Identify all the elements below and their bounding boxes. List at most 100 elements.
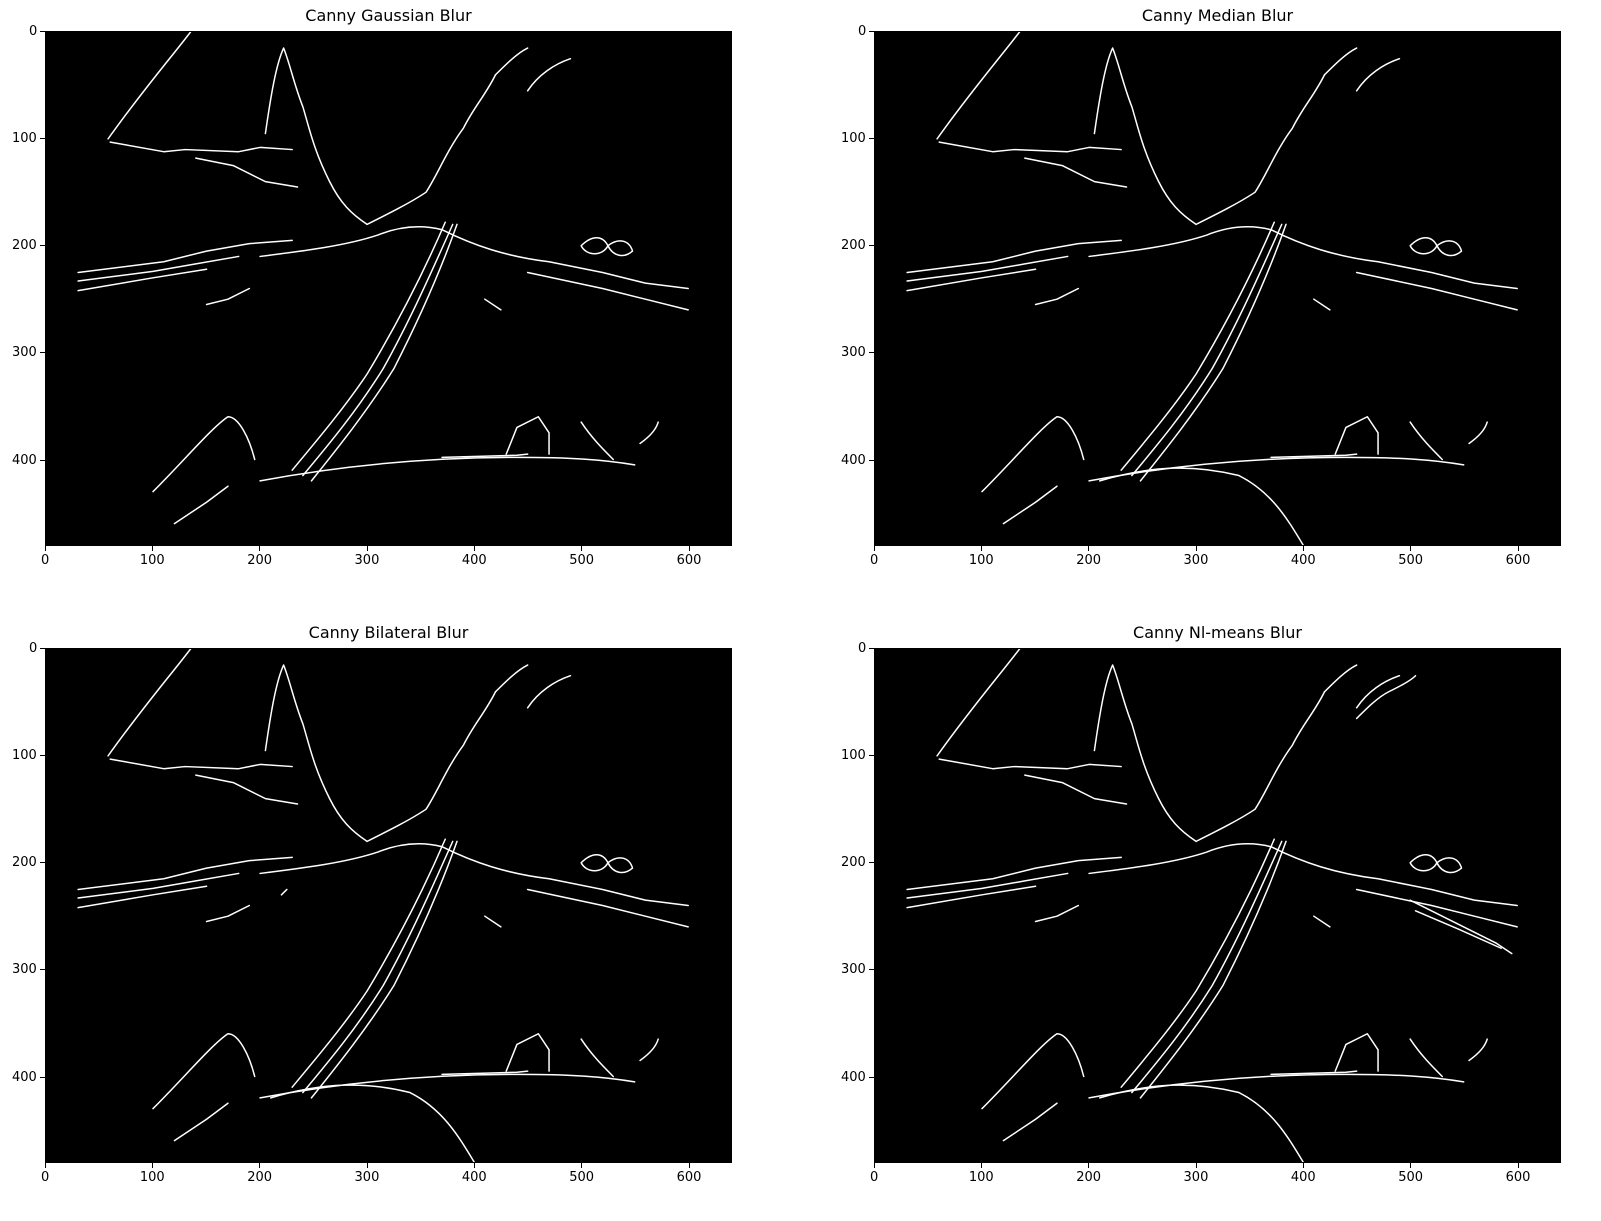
edge-stroke [1377,878,1518,907]
x-tick-label: 200 [1076,553,1102,568]
y-tick-label: 0 [29,640,38,656]
edge-image [45,31,732,546]
edge-stroke [1468,1038,1488,1062]
x-tick-label: 400 [1290,553,1316,568]
edge-stroke [494,47,529,76]
x-tick-label: 200 [1076,1170,1102,1185]
edge-stroke [195,157,299,188]
edge-stroke [548,261,689,290]
edge-stroke [1323,47,1358,76]
edge-stroke [607,857,634,874]
edge-stroke [526,57,572,92]
edge-stroke [906,268,1037,292]
edge-stroke [1139,223,1287,482]
y-tick-label: 300 [12,962,37,978]
edge-stroke [981,416,1085,493]
y-tick-label: 100 [12,130,37,146]
edge-stroke [291,221,446,471]
x-tick-mark [980,1163,982,1168]
edge-stroke [441,1070,529,1076]
y-tick-mark [40,754,45,756]
edge-stroke [1088,843,1379,880]
edge-stroke [77,268,208,292]
x-tick-label: 600 [1505,553,1531,568]
x-tick-label: 200 [247,553,273,568]
y-tick-mark [40,1076,45,1078]
edge-stroke [1334,416,1379,455]
x-tick-mark [581,1163,583,1168]
edge-stroke [366,691,497,843]
y-tick-label: 0 [858,23,867,39]
x-tick-label: 100 [968,553,994,568]
edge-image [45,648,732,1163]
y-tick-mark [869,245,874,247]
x-tick-mark [688,546,690,551]
edge-image [874,31,1561,546]
y-tick-mark [40,30,45,32]
edge-stroke [1120,838,1275,1088]
x-tick-mark [1302,546,1304,551]
x-tick-mark [1410,1163,1412,1168]
x-tick-label: 100 [139,553,165,568]
edge-image-drawing [77,649,689,1162]
x-tick-mark [873,1163,875,1168]
edge-stroke [1099,467,1304,545]
edge-stroke [107,32,192,140]
edge-stroke [1034,287,1080,306]
x-tick-label: 600 [676,1170,702,1185]
edge-stroke [580,421,615,461]
y-tick-label: 200 [12,855,37,871]
edge-stroke [505,416,550,455]
x-tick-label: 0 [41,553,50,568]
y-tick-label: 400 [841,1069,866,1085]
x-tick-mark [581,546,583,551]
edge-stroke [1024,774,1128,805]
x-tick-label: 400 [461,1170,487,1185]
panel-title: Canny Gaussian Blur [305,6,472,25]
x-tick-label: 400 [1290,1170,1316,1185]
edge-stroke [1120,221,1275,471]
y-tick-mark [40,352,45,354]
x-tick-mark [473,1163,475,1168]
edge-stroke [484,915,502,928]
edge-image-drawing [906,32,1518,545]
y-tick-mark [40,137,45,139]
edge-stroke [906,239,1122,274]
y-tick-mark [869,30,874,32]
edge-stroke [1313,298,1331,311]
edge-stroke [1195,74,1326,226]
x-tick-mark [1517,1163,1519,1168]
edge-stroke [1024,157,1128,188]
x-tick-label: 400 [461,553,487,568]
edge-stroke [1409,236,1438,255]
edge-stroke [310,840,458,1099]
edge-stroke [366,74,497,226]
y-tick-mark [869,137,874,139]
edge-stroke [259,1073,636,1099]
y-tick-label: 200 [12,238,37,254]
x-tick-mark [44,546,46,551]
x-tick-mark [366,1163,368,1168]
x-tick-label: 600 [676,553,702,568]
y-tick-mark [869,459,874,461]
x-tick-mark [151,1163,153,1168]
x-tick-label: 0 [870,1170,879,1185]
y-tick-label: 100 [841,747,866,763]
edge-stroke [1414,910,1502,949]
edge-stroke [195,774,299,805]
edge-stroke [1034,904,1080,923]
edge-stroke [77,856,293,891]
edge-stroke [1409,853,1438,872]
edge-stroke [291,838,446,1088]
x-tick-label: 500 [1398,1170,1424,1185]
edge-stroke [1436,240,1463,257]
x-tick-label: 500 [1398,553,1424,568]
edge-image-drawing [906,649,1518,1162]
x-tick-label: 300 [1183,1170,1209,1185]
y-tick-label: 100 [841,130,866,146]
y-tick-label: 300 [841,962,866,978]
edge-stroke [205,904,251,923]
edge-stroke [1313,915,1331,928]
edge-image [874,648,1561,1163]
edge-stroke [580,1038,615,1078]
